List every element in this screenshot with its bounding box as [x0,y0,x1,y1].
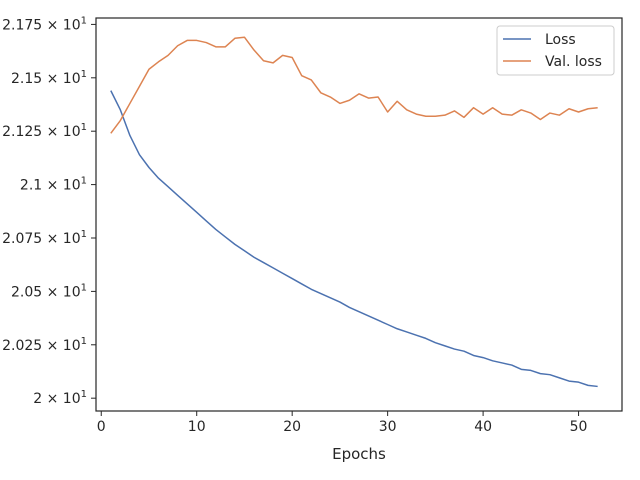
x-tick-label: 0 [97,419,106,435]
x-axis-label: Epochs [332,445,386,463]
legend: Loss Val. loss [496,25,615,76]
series-line-0 [110,90,598,388]
series-line-1 [110,36,598,134]
x-tick-label: 10 [188,419,206,435]
legend-label-0: Loss [545,32,576,48]
y-axis: 2 × 101 2.025 × 101 2.05 × 101 2.075 × 101 2… [2,15,96,407]
x-tick-label: 40 [474,419,492,435]
y-tick-label: 2.075 × 101 [2,229,87,247]
y-tick-label: 2.125 × 101 [2,122,87,140]
x-tick-label: 30 [379,419,397,435]
y-tick-label: 2.025 × 101 [2,336,87,354]
y-tick-label: 2.1 × 101 [20,176,87,194]
y-tick-label: 2 × 101 [33,389,87,407]
plot-frame [95,17,623,412]
y-tick-label: 2.175 × 101 [2,15,87,33]
x-tick-label: 20 [283,419,301,435]
series-layer [110,36,598,388]
legend-label-1: Val. loss [545,54,602,70]
y-tick-label: 2.15 × 101 [11,69,87,87]
plot-background [96,18,622,411]
x-axis: 0 10 20 30 40 50 [97,411,588,435]
y-tick-label: 2.05 × 101 [11,282,87,300]
x-tick-label: 50 [570,419,588,435]
legend-entries: Loss Val. loss [503,32,602,70]
